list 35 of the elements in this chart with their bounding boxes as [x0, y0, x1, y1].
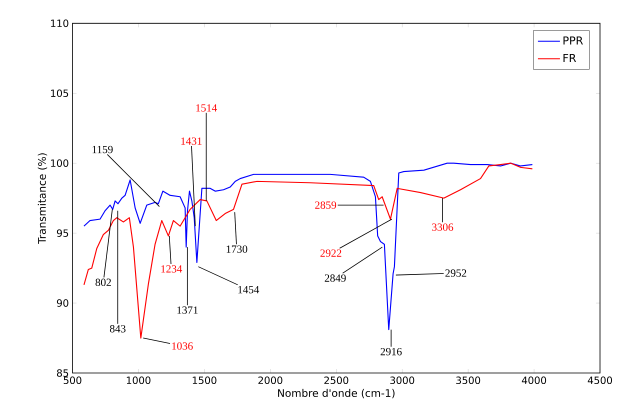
annotation: 3306 — [432, 223, 454, 231]
y-tick-label: 95 — [56, 229, 68, 237]
annotation: 1454 — [238, 286, 260, 294]
legend-label: FR — [564, 54, 576, 62]
x-tick-label: 4000 — [522, 376, 546, 384]
x-tick-label: 4500 — [588, 376, 612, 384]
annotation: 2849 — [324, 274, 346, 282]
y-tick-label: 110 — [51, 20, 68, 28]
x-tick-label: 1500 — [192, 376, 216, 384]
annotation: 2922 — [320, 249, 342, 257]
x-tick-label: 1000 — [126, 376, 150, 384]
y-tick-label: 100 — [51, 159, 68, 167]
annotation: 802 — [96, 278, 111, 286]
x-tick-label: 3500 — [456, 376, 480, 384]
x-axis-title: Nombre d'onde (cm-1) — [278, 388, 395, 398]
annotation: 1036 — [172, 342, 193, 350]
y-tick-label: 105 — [51, 89, 68, 98]
annotation: 1514 — [196, 104, 218, 112]
annotation: 1234 — [161, 265, 182, 273]
x-tick-label: 2500 — [324, 376, 348, 384]
annotation: 1431 — [181, 137, 202, 145]
y-tick-label: 85 — [56, 369, 68, 377]
x-tick-label: 3000 — [390, 376, 414, 384]
annotation: 2859 — [315, 201, 336, 209]
annotation: 843 — [110, 325, 126, 332]
annotation: 1730 — [226, 245, 248, 253]
annotation: 1371 — [177, 306, 198, 314]
annotation: 1159 — [92, 146, 113, 154]
annotation: 2916 — [380, 348, 402, 356]
legend-label: PPR — [564, 36, 583, 44]
x-tick-label: 500 — [64, 376, 82, 384]
annotation: 2952 — [445, 269, 466, 277]
x-tick-label: 2000 — [258, 376, 282, 384]
y-tick-label: 90 — [56, 299, 68, 307]
y-axis-title: Transmitance (%) — [38, 153, 48, 244]
